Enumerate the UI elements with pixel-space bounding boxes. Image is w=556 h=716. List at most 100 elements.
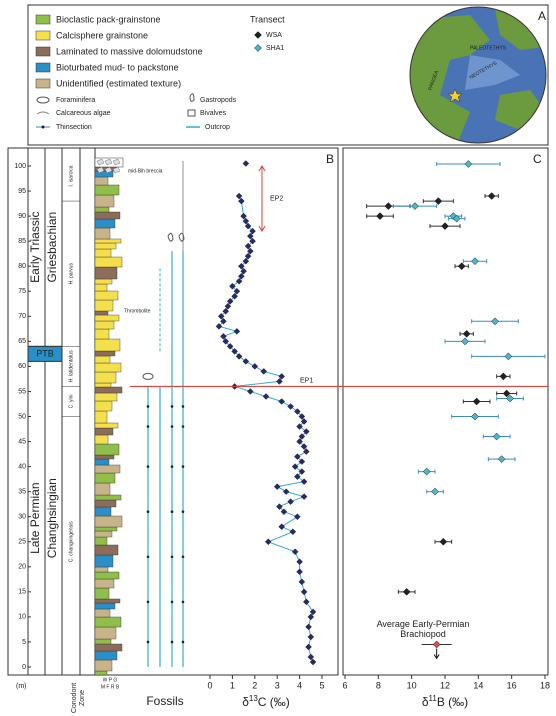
d11b-point bbox=[473, 398, 480, 405]
y-tick-label: 55 bbox=[18, 388, 26, 395]
ptb-label: PTB bbox=[36, 348, 54, 358]
y-tick-label: 60 bbox=[18, 363, 26, 370]
thinsection-dot bbox=[182, 405, 185, 408]
thinsection-dot bbox=[147, 405, 150, 408]
d11b-point bbox=[500, 373, 507, 380]
d11b-point bbox=[493, 433, 500, 440]
lithology-bed bbox=[95, 207, 109, 212]
lithology-bed bbox=[95, 372, 116, 383]
gastropod-icon bbox=[168, 233, 173, 241]
x-tick-label: 14 bbox=[473, 680, 483, 690]
d13c-point bbox=[306, 644, 312, 650]
d13c-point bbox=[283, 489, 289, 495]
foraminifera-icon bbox=[143, 373, 153, 379]
legend-title: Transect bbox=[250, 14, 285, 24]
lithology-bed bbox=[95, 401, 112, 411]
lithology-bed bbox=[95, 588, 109, 599]
x-tick-label: 16 bbox=[507, 680, 517, 690]
legend-label: Calcisphere grainstone bbox=[56, 30, 148, 40]
stage-label: Griesbachian bbox=[45, 212, 59, 283]
d11b-point bbox=[458, 263, 465, 270]
lithology-bed bbox=[95, 243, 116, 249]
zone-label: I. isarcica bbox=[68, 165, 74, 186]
thinsection-dot bbox=[147, 425, 150, 428]
d13c-point bbox=[303, 599, 309, 605]
lithology-bed bbox=[95, 329, 109, 339]
footer-label: Zone bbox=[79, 690, 86, 706]
d13c-point bbox=[301, 589, 307, 595]
lithology-bed bbox=[95, 444, 119, 455]
lithology-bed bbox=[95, 527, 117, 531]
lithology-bed bbox=[95, 300, 113, 311]
legend-label: Bivalves bbox=[200, 110, 227, 117]
thinsection-dot bbox=[182, 465, 185, 468]
lithology-bed bbox=[95, 609, 110, 617]
thinsection-dot bbox=[147, 555, 150, 558]
d11b-point bbox=[498, 456, 505, 463]
d11b-point bbox=[465, 160, 472, 167]
legend-swatch bbox=[36, 31, 50, 40]
lithology-bed bbox=[95, 315, 119, 321]
y-tick-label: 10 bbox=[18, 614, 26, 621]
lithology-bed bbox=[95, 219, 115, 228]
lithology-bed bbox=[95, 356, 110, 363]
legend-label: SHA1 bbox=[266, 45, 284, 52]
y-tick-label: 85 bbox=[18, 238, 26, 245]
legend-label: Foraminifera bbox=[56, 97, 95, 104]
note-label: mid-Bih breccia bbox=[128, 168, 163, 174]
y-tick-label: 70 bbox=[18, 313, 26, 320]
lithology-bed bbox=[95, 387, 122, 393]
system-label: Early Triassic bbox=[28, 212, 42, 283]
thinsection-dot bbox=[171, 601, 174, 604]
d11b-point bbox=[472, 258, 479, 265]
lithology-bed bbox=[95, 363, 121, 372]
lithology-bed bbox=[95, 555, 113, 567]
gastropod-icon bbox=[179, 233, 184, 241]
thinsection-icon bbox=[42, 126, 45, 129]
d11b-point bbox=[472, 413, 479, 420]
x-tick-label: 4 bbox=[297, 680, 302, 690]
d13c-point bbox=[274, 484, 280, 490]
lithology-bed bbox=[95, 537, 107, 545]
thinsection-dot bbox=[171, 465, 174, 468]
legend-label: Bioclastic pack-grainstone bbox=[56, 14, 161, 24]
lithology-bed bbox=[95, 545, 118, 555]
y-tick-label: 5 bbox=[22, 639, 26, 646]
x-tick-label: 6 bbox=[342, 680, 347, 690]
lithology-bed bbox=[95, 579, 114, 588]
y-tick-label: 20 bbox=[18, 564, 26, 571]
thinsection-dot bbox=[182, 601, 185, 604]
y-tick-label: 25 bbox=[18, 539, 26, 546]
d13c-point bbox=[290, 529, 296, 535]
y-tick-label: 80 bbox=[18, 263, 26, 270]
lithology-bed bbox=[95, 603, 115, 609]
y-tick-label: 75 bbox=[18, 288, 26, 295]
x-axis-title: δ11B (‰) bbox=[422, 694, 468, 709]
lithology-bed bbox=[95, 531, 112, 537]
lithology-bed bbox=[95, 383, 111, 387]
x-tick-label: 8 bbox=[376, 680, 381, 690]
lithology-bed bbox=[95, 171, 113, 177]
lithology-bed bbox=[95, 627, 116, 639]
x-tick-label: 3 bbox=[275, 680, 280, 690]
thinsection-dot bbox=[171, 405, 174, 408]
texture-letters: M F R B bbox=[101, 684, 120, 690]
d11b-point bbox=[435, 198, 442, 205]
panel-label: C bbox=[533, 152, 542, 166]
zone-label: C. changxingensis bbox=[68, 521, 74, 562]
legend-label: Thinsection bbox=[56, 124, 92, 131]
lithology-column bbox=[95, 158, 123, 675]
x-axis-title: δ13C (‰) bbox=[242, 694, 290, 709]
lithology-bed bbox=[95, 279, 112, 284]
y-tick-label: 90 bbox=[18, 213, 26, 220]
lithology-bed bbox=[95, 473, 115, 483]
lithology-bed bbox=[95, 428, 113, 435]
d13c-point bbox=[308, 634, 314, 640]
reference-label: Average Early-Permian bbox=[377, 619, 470, 629]
x-tick-label: 10 bbox=[407, 680, 417, 690]
legend-label: Bioturbated mud- to packstone bbox=[56, 62, 179, 72]
legend-label: Calcareous algae bbox=[56, 110, 111, 117]
lithology-bed bbox=[95, 507, 111, 516]
fossils-title: Fossils bbox=[146, 694, 183, 708]
d13c-point bbox=[301, 494, 307, 500]
